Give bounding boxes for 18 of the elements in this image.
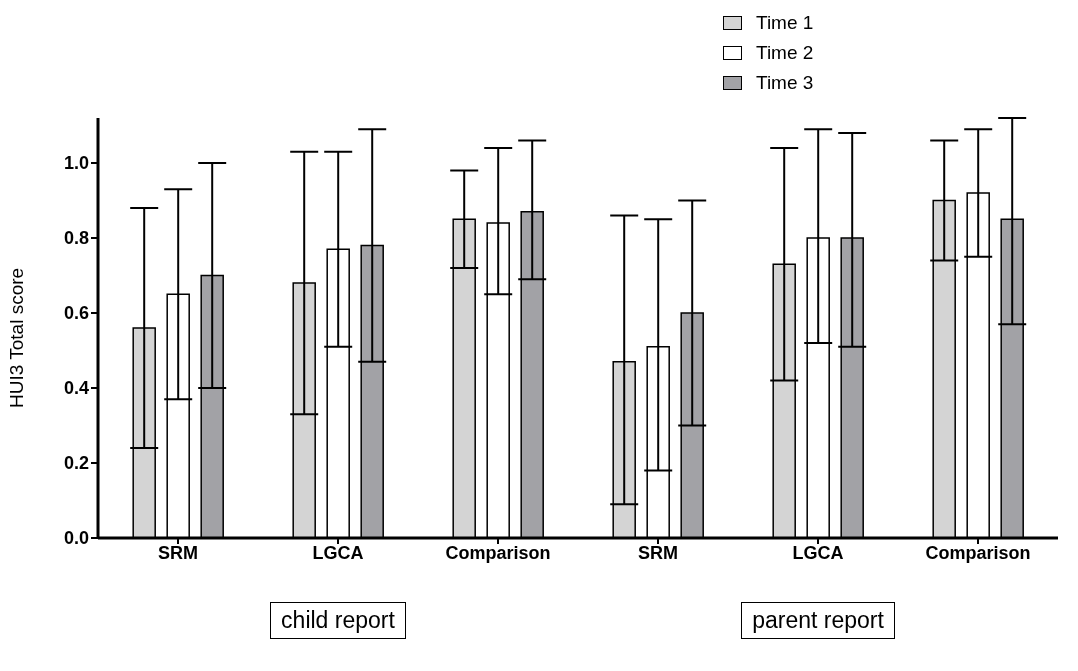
legend-label: Time 1 <box>756 12 814 34</box>
x-tick-label: LGCA <box>792 542 844 563</box>
text: parent report <box>741 602 895 639</box>
x-tick-label: SRM <box>158 542 198 563</box>
y-tick-label: 0.2 <box>63 453 89 474</box>
y-tick-label: 0.6 <box>63 303 89 324</box>
y-axis-title: HUI3 Total score <box>5 267 27 408</box>
text: child report <box>270 602 406 639</box>
legend-label: Time 3 <box>756 72 814 94</box>
x-tick-label: LGCA <box>312 542 364 563</box>
legend-label: Time 2 <box>756 42 814 64</box>
y-tick-label: 1.0 <box>63 153 89 174</box>
x-tick-label: Comparison <box>445 542 551 563</box>
y-tick-label: 0.8 <box>63 228 89 249</box>
y-tick-label: 0.0 <box>63 528 89 549</box>
x-tick-label: SRM <box>638 542 678 563</box>
y-tick-label: 0.4 <box>63 378 89 399</box>
x-tick-label: Comparison <box>925 542 1031 563</box>
